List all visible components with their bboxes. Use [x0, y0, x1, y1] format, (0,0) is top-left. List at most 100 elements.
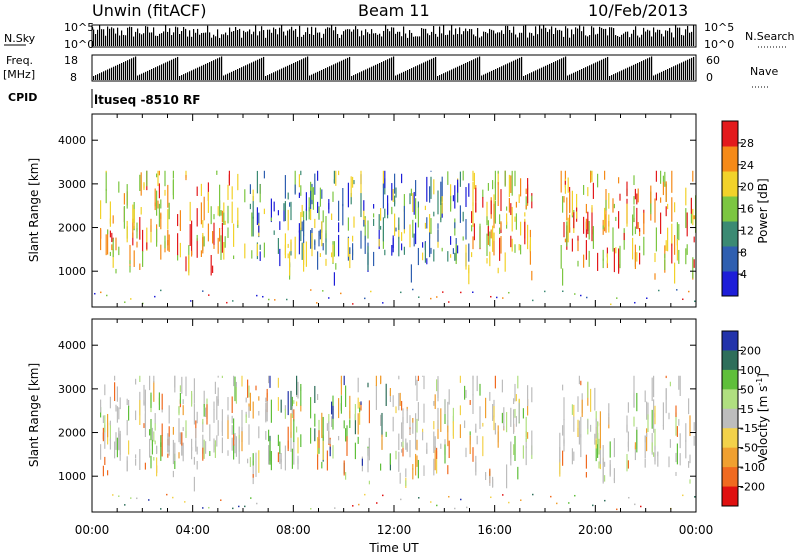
range-cell — [232, 507, 234, 510]
range-cell — [636, 429, 638, 453]
nsky-bar — [683, 35, 685, 46]
range-cell — [514, 244, 516, 253]
nsky-bar — [363, 35, 365, 46]
range-cell — [233, 375, 235, 387]
freq-bar — [609, 76, 611, 80]
nsky-bar — [449, 30, 451, 46]
range-cell — [515, 201, 517, 208]
freq-bar — [413, 67, 415, 80]
range-cell — [688, 398, 690, 415]
range-cell — [508, 501, 510, 504]
range-cell — [634, 226, 636, 235]
range-cell — [563, 196, 565, 203]
nsky-bar — [399, 31, 401, 46]
range-cell — [319, 187, 321, 207]
range-cell — [349, 248, 351, 269]
range-cell — [321, 221, 323, 247]
nsky-bar — [99, 25, 101, 46]
range-cell — [515, 416, 517, 427]
nsky-bar — [387, 28, 389, 46]
range-cell — [564, 178, 566, 194]
range-cell — [514, 216, 516, 222]
range-cell — [668, 456, 670, 468]
freq-bar — [197, 67, 199, 80]
range-cell — [249, 203, 251, 210]
nsky-bar — [645, 31, 647, 46]
freq-bar — [155, 67, 157, 80]
range-cell — [161, 408, 163, 413]
range-cell — [189, 201, 191, 222]
range-cell — [136, 227, 138, 232]
range-cell — [674, 202, 676, 213]
freq-bar — [157, 66, 159, 80]
range-cell — [591, 170, 593, 182]
range-cell — [500, 189, 502, 212]
freq-bar — [295, 62, 297, 80]
range-cell — [437, 229, 439, 242]
nsky-bar — [407, 37, 409, 46]
freq-bar — [319, 70, 321, 80]
range-cell — [415, 453, 417, 476]
range-cell — [585, 221, 587, 238]
range-cell — [128, 405, 130, 421]
y-tick-label: 1000 — [58, 265, 86, 278]
nsky-bar — [111, 27, 113, 46]
range-cell — [434, 394, 436, 410]
range-cell — [597, 252, 599, 271]
nsky-bar — [485, 31, 487, 46]
freq-bar — [315, 72, 317, 80]
colorbar-swatch — [722, 246, 738, 272]
range-cell — [179, 392, 181, 404]
nsky-bar — [167, 31, 169, 46]
range-cell — [413, 233, 415, 247]
nsky-bar — [287, 30, 289, 46]
range-cell — [493, 232, 495, 256]
range-cell — [143, 183, 145, 190]
range-cell — [450, 195, 452, 212]
range-cell — [437, 376, 439, 398]
range-cell — [221, 228, 223, 253]
colorbar-swatch — [722, 271, 738, 297]
nsky-bar — [591, 26, 593, 46]
nsky-bar — [215, 36, 217, 46]
range-cell — [177, 254, 179, 261]
nsky-bar — [277, 34, 279, 46]
freq-bar — [569, 74, 571, 80]
freq-bar — [103, 71, 105, 80]
freq-bar — [391, 57, 393, 80]
range-cell — [357, 413, 359, 435]
range-cell — [280, 399, 282, 413]
range-cell — [233, 434, 235, 446]
range-cell — [559, 459, 561, 477]
range-cell — [430, 501, 432, 503]
range-cell — [268, 445, 270, 465]
freq-bar — [307, 56, 309, 80]
range-cell — [149, 375, 151, 391]
x-tick-labels: 00:00 04:00 08:00 12:00 16:00 20:00 00:00 — [75, 523, 714, 537]
range-cell — [245, 414, 247, 423]
nsky-bar — [275, 29, 277, 46]
range-cell — [465, 219, 467, 240]
range-cell — [671, 223, 673, 247]
range-cell — [156, 457, 158, 477]
range-cell — [416, 439, 418, 451]
freq-bar — [643, 60, 645, 80]
range-cell — [256, 243, 258, 257]
nsky-bar — [297, 36, 299, 46]
range-cell — [293, 400, 295, 404]
freq-bar — [615, 73, 617, 80]
nsky-bar — [165, 25, 167, 46]
nsky-bar — [333, 30, 335, 46]
range-cell — [322, 210, 324, 223]
range-cell — [636, 207, 638, 229]
freq-bar — [611, 75, 613, 80]
range-cell — [550, 495, 552, 498]
range-cell — [692, 208, 694, 226]
range-cell — [665, 240, 667, 251]
nsky-bar — [213, 34, 215, 46]
range-cell — [301, 204, 303, 218]
range-cell — [452, 195, 454, 202]
nsky-bar — [495, 33, 497, 46]
nsky-bar — [605, 28, 607, 46]
range-cell — [338, 170, 340, 176]
